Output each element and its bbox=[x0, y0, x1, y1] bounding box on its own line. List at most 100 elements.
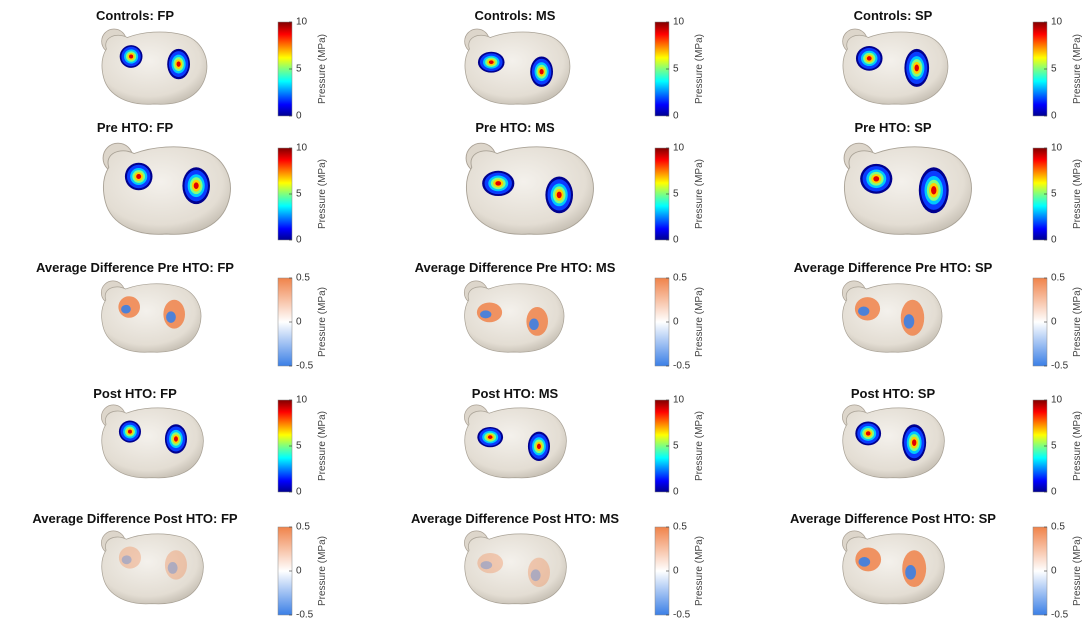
pressure-contour bbox=[127, 429, 132, 434]
tibia-map bbox=[842, 530, 945, 605]
colorbar-tick-label: 5 bbox=[673, 189, 679, 200]
difference-region bbox=[903, 314, 915, 329]
tibia-map bbox=[463, 280, 565, 353]
pressure-contour bbox=[176, 61, 181, 67]
panel: Average Difference Post HTO: MS -0.5 0 0.5 P… bbox=[411, 511, 705, 620]
difference-region bbox=[529, 318, 539, 331]
colorbar-tick-label: 5 bbox=[296, 189, 302, 200]
panel-title: Pre HTO: MS bbox=[475, 120, 555, 135]
difference-region bbox=[530, 569, 541, 582]
colorbar-tick-label: 0 bbox=[1051, 235, 1057, 246]
colorbar-tick-label: 0 bbox=[673, 235, 679, 246]
panel-title: Average Difference Pre HTO: FP bbox=[36, 260, 234, 275]
panel: Average Difference Pre HTO: MS -0.5 0 0.5 Pr… bbox=[415, 260, 705, 372]
pressure-contour bbox=[873, 176, 880, 182]
colorbar-tick-label: 0 bbox=[296, 235, 302, 246]
tibia-map bbox=[843, 142, 972, 235]
panel: Controls: SP 0 5 10 Pressure (MPa) bbox=[842, 8, 1083, 122]
pressure-contour bbox=[136, 174, 142, 179]
pressure-contour bbox=[865, 431, 871, 436]
colorbar-tick-label: 0 bbox=[673, 317, 679, 328]
colorbar-tick-label: 10 bbox=[673, 395, 685, 406]
tibia-plateau bbox=[101, 407, 204, 479]
tibia-plateau bbox=[842, 407, 945, 479]
colorbar-tick-label: 10 bbox=[296, 143, 308, 154]
colorbar-tick-label: 0 bbox=[1051, 317, 1057, 328]
colorbar-tick-label: 10 bbox=[296, 395, 308, 406]
pressure-contour bbox=[193, 182, 199, 190]
panel: Average Difference Pre HTO: FP -0.5 0 0.5 Pr… bbox=[36, 260, 328, 372]
colorbar-tick-label: 10 bbox=[673, 17, 685, 28]
panel: Average Difference Post HTO: FP -0.5 0 0.5 P… bbox=[32, 511, 328, 620]
colorbar-tick-label: 0.5 bbox=[673, 522, 687, 533]
panel: Pre HTO: MS 0 5 10 Pressure (MPa) bbox=[465, 120, 705, 246]
colorbar-tick-label: -0.5 bbox=[673, 361, 691, 372]
colorbar-tick-label: 0.5 bbox=[296, 273, 310, 284]
difference-region bbox=[121, 304, 131, 314]
colorbar-label: Pressure (MPa) bbox=[317, 287, 328, 357]
tibia-map bbox=[101, 530, 204, 605]
tibia-plateau bbox=[842, 283, 943, 353]
colorbar-label: Pressure (MPa) bbox=[317, 159, 328, 229]
panel: Post HTO: FP 0 5 10 Pressure (MPa) bbox=[93, 386, 328, 498]
colorbar-tick-label: 5 bbox=[673, 441, 679, 452]
colorbar-tick-label: 0 bbox=[296, 317, 302, 328]
panel-title: Average Difference Post HTO: FP bbox=[32, 511, 237, 526]
colorbar-tick-label: 10 bbox=[1051, 143, 1063, 154]
pressure-contour bbox=[914, 64, 919, 72]
tibia-map bbox=[465, 142, 594, 235]
colorbar-tick-label: 10 bbox=[673, 143, 685, 154]
colorbar-tick-label: 10 bbox=[1051, 395, 1063, 406]
colorbar-tick-label: -0.5 bbox=[673, 610, 691, 620]
colorbar-tick-label: 0 bbox=[1051, 487, 1057, 498]
colorbar-tick-label: -0.5 bbox=[1051, 361, 1069, 372]
colorbar-tick-label: 10 bbox=[296, 17, 308, 28]
panel-title: Controls: MS bbox=[475, 8, 556, 23]
colorbar-tick-label: 5 bbox=[1051, 189, 1057, 200]
colorbar-tick-label: 0.5 bbox=[1051, 273, 1065, 284]
panel: Pre HTO: FP 0 5 10 Pressure (MPa) bbox=[97, 120, 328, 246]
tibia-plateau bbox=[102, 146, 231, 235]
panel-title: Average Difference Post HTO: SP bbox=[790, 511, 996, 526]
pressure-contour bbox=[487, 435, 493, 439]
pressure-contour bbox=[931, 186, 937, 195]
tibia-map bbox=[101, 28, 208, 105]
panel-title: Post HTO: MS bbox=[472, 386, 559, 401]
colorbar-tick-label: 0 bbox=[673, 111, 679, 122]
tibia-map bbox=[100, 280, 202, 353]
colorbar-tick-label: 0 bbox=[296, 566, 302, 577]
tibia-plateau bbox=[464, 533, 567, 605]
panel: Controls: FP 0 5 10 Pressure (MPa) bbox=[96, 8, 328, 122]
difference-region bbox=[527, 557, 550, 588]
pressure-contour bbox=[173, 436, 178, 442]
difference-region bbox=[480, 310, 492, 319]
pressure-contour bbox=[866, 56, 872, 61]
difference-region bbox=[858, 306, 870, 316]
difference-region bbox=[166, 311, 176, 323]
difference-region bbox=[477, 553, 504, 574]
pressure-contour bbox=[495, 181, 502, 186]
colorbar-label: Pressure (MPa) bbox=[317, 411, 328, 481]
colorbar-label: Pressure (MPa) bbox=[1072, 287, 1083, 357]
tibia-map bbox=[841, 280, 943, 353]
tibia-plateau bbox=[101, 533, 204, 605]
tibia-plateau bbox=[843, 146, 972, 235]
panel-title: Average Difference Post HTO: MS bbox=[411, 511, 619, 526]
panel-title: Pre HTO: FP bbox=[97, 120, 174, 135]
difference-region bbox=[858, 557, 871, 567]
pressure-contour bbox=[556, 191, 562, 199]
panel-title: Controls: SP bbox=[854, 8, 933, 23]
tibia-map bbox=[842, 28, 949, 105]
colorbar-tick-label: 0 bbox=[1051, 566, 1057, 577]
colorbar-tick-label: 0 bbox=[673, 566, 679, 577]
colorbar-tick-label: 10 bbox=[1051, 17, 1063, 28]
colorbar-label: Pressure (MPa) bbox=[694, 536, 705, 606]
difference-region bbox=[118, 546, 141, 569]
tibia-map bbox=[464, 404, 567, 479]
colorbar-label: Pressure (MPa) bbox=[1072, 411, 1083, 481]
pressure-contour bbox=[536, 443, 541, 449]
colorbar-tick-label: 0 bbox=[296, 487, 302, 498]
colorbar-label: Pressure (MPa) bbox=[694, 159, 705, 229]
colorbar-label: Pressure (MPa) bbox=[1072, 159, 1083, 229]
